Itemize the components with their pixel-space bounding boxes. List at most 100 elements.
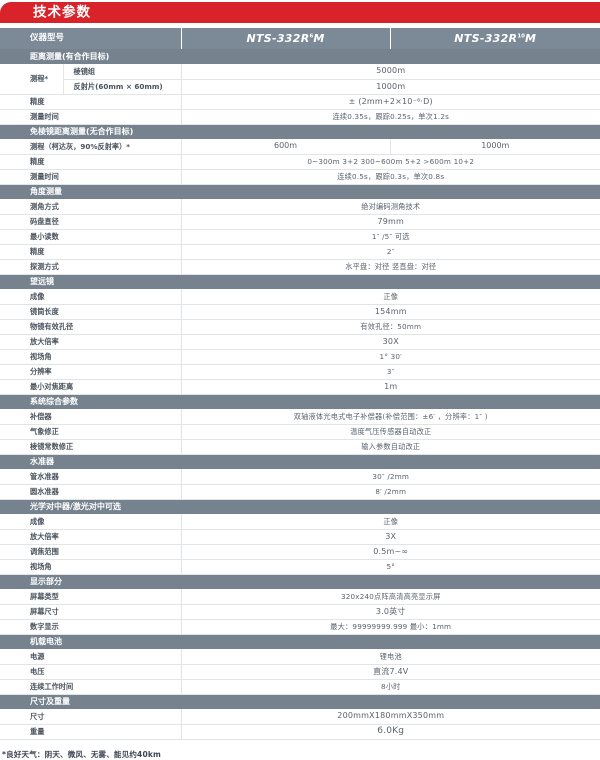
- table-row: 镜筒长度 154mm: [0, 304, 600, 320]
- table-row: 气象修正 温度气压传感器自动改正: [0, 424, 600, 440]
- row-value: ± (2mm+2×10⁻⁶·D): [181, 94, 600, 110]
- section-header-row: 光学对中器/激光对中可选: [0, 499, 600, 514]
- table-row: 精度 2″: [0, 244, 600, 260]
- section-title: 光学对中器/激光对中可选: [0, 499, 600, 514]
- section-header-row: 显示部分: [0, 574, 600, 589]
- table-row: 电源 锂电池: [0, 649, 600, 665]
- row-value: 正像: [181, 289, 600, 305]
- row-value: 1° 30′: [181, 349, 600, 365]
- row-value: 30X: [181, 334, 600, 350]
- table-row: 棱镜常数修正 输入参数自动改正: [0, 439, 600, 455]
- table-row: 精度 0~300m 3+2 300~600m 5+2 >600m 10+2: [0, 154, 600, 170]
- section-header-row: 系统综合参数: [0, 394, 600, 409]
- footnote: *良好天气：阴天、微风、无雾、能见约40km: [2, 749, 162, 759]
- row-label: 码盘直径: [0, 214, 182, 230]
- table-row: 测量时间 连续0.35s，跟踪0.25s，单次1.2s: [0, 109, 600, 125]
- row-label: 探测方式: [0, 259, 182, 275]
- header-model-2-superscript: 10: [517, 32, 525, 39]
- section-header-row: 机载电池: [0, 634, 600, 649]
- row-value: 200mmX180mmX350mm: [181, 709, 600, 725]
- row-value: 绝对编码测角技术: [181, 199, 600, 215]
- row-label: 成像: [0, 514, 182, 530]
- table-row: 码盘直径 79mm: [0, 214, 600, 230]
- header-model-1-superscript: 6: [309, 32, 314, 39]
- table-row: 视场角 5°: [0, 559, 600, 575]
- row-label: 物镜有效孔径: [0, 319, 182, 335]
- row-label: 尺寸: [0, 709, 182, 725]
- table-row: 测角方式 绝对编码测角技术: [0, 199, 600, 215]
- header-label-cell: 仪器型号: [0, 28, 182, 49]
- table-row: 测量时间 连续0.5s，跟踪0.3s，单次0.8s: [0, 169, 600, 185]
- table-header-row: 仪器型号 NTS-332R6M NTS-332R10M: [0, 28, 600, 49]
- row-sublabel: 棱镜组: [63, 64, 182, 80]
- row-value: 1″ /5″ 可选: [181, 229, 600, 245]
- table-row: 视场角 1° 30′: [0, 349, 600, 365]
- row-label: 电压: [0, 664, 182, 680]
- row-sublabel: 反射片(60mm × 60mm): [63, 79, 182, 95]
- row-value: 8小时: [181, 679, 600, 695]
- section-title: 尺寸及重量: [0, 694, 600, 709]
- row-value: 连续0.5s，跟踪0.3s，单次0.8s: [181, 169, 600, 185]
- header-model-1: NTS-332R6M: [181, 28, 391, 49]
- row-label: 测量时间: [0, 169, 182, 185]
- table-row: 调焦范围 0.5m~∞: [0, 544, 600, 560]
- table-row: 探测方式 水平盘：对径 竖直盘：对径: [0, 259, 600, 275]
- row-value: 320x240点阵高清高亮显示屏: [181, 589, 600, 605]
- table-row: 最小读数 1″ /5″ 可选: [0, 229, 600, 245]
- row-label: 成像: [0, 289, 182, 305]
- section-title: 距离测量(有合作目标): [0, 49, 600, 64]
- table-row: 管水准器 30″ /2mm: [0, 469, 600, 485]
- row-label: 镜筒长度: [0, 304, 182, 320]
- row-value-model-2: 1000m: [390, 139, 600, 155]
- table-row: 测程* 棱镜组 5000m: [0, 64, 600, 95]
- row-value: 输入参数自动改正: [181, 439, 600, 455]
- page-title: 技术参数: [33, 3, 91, 20]
- table-row: 尺寸 200mmX180mmX350mm: [0, 709, 600, 725]
- table-row: 反射片(60mm × 60mm) 1000m: [0, 79, 600, 95]
- row-value: 79mm: [181, 214, 600, 230]
- table-row: 补偿器 双轴液体光电式电子补偿器(补偿范围：±6′ ，分辨率：1″ ): [0, 409, 600, 425]
- table-row: 成像 正像: [0, 514, 600, 530]
- row-value: 154mm: [181, 304, 600, 320]
- section-title: 水准器: [0, 454, 600, 469]
- row-label: 测角方式: [0, 199, 182, 215]
- table-row: 电压 直流7.4V: [0, 664, 600, 680]
- row-label: 视场角: [0, 349, 182, 365]
- row-value: 1000m: [181, 79, 600, 95]
- section-title: 显示部分: [0, 574, 600, 589]
- row-value: 温度气压传感器自动改正: [181, 424, 600, 440]
- row-value: 有效孔径：50mm: [181, 319, 600, 335]
- table-row: 分辨率 3″: [0, 364, 600, 380]
- section-title: 系统综合参数: [0, 394, 600, 409]
- row-value: 双轴液体光电式电子补偿器(补偿范围：±6′ ，分辨率：1″ ): [181, 409, 600, 425]
- row-label: 放大倍率: [0, 529, 182, 545]
- row-label: 测程*: [0, 64, 64, 95]
- row-value: 直流7.4V: [181, 664, 600, 680]
- row-value: 3″: [181, 364, 600, 380]
- row-value: 2″: [181, 244, 600, 260]
- row-label: 屏幕类型: [0, 589, 182, 605]
- row-label: 棱镜常数修正: [0, 439, 182, 455]
- row-label: 调焦范围: [0, 544, 182, 560]
- table-row: 圆水准器 8′ /2mm: [0, 484, 600, 500]
- row-value: 连续0.35s，跟踪0.25s，单次1.2s: [181, 109, 600, 125]
- row-label: 分辨率: [0, 364, 182, 380]
- table-row: 精度 ± (2mm+2×10⁻⁶·D): [0, 94, 600, 110]
- row-label: 测量时间: [0, 109, 182, 125]
- row-label: 精度: [0, 154, 182, 170]
- table-row: 连续工作时间 8小时: [0, 679, 600, 695]
- table-row: 屏幕尺寸 3.0英寸: [0, 604, 600, 620]
- page-banner: 技术参数: [0, 2, 600, 23]
- table-row: 物镜有效孔径 有效孔径：50mm: [0, 319, 600, 335]
- row-value: 1m: [181, 379, 600, 395]
- row-value: 5°: [181, 559, 600, 575]
- row-value: 锂电池: [181, 649, 600, 665]
- section-header-row: 尺寸及重量: [0, 694, 600, 709]
- row-label: 重量: [0, 724, 182, 740]
- row-label: 屏幕尺寸: [0, 604, 182, 620]
- section-header-row: 角度测量: [0, 184, 600, 199]
- row-label: 放大倍率: [0, 334, 182, 350]
- row-label: 精度: [0, 244, 182, 260]
- row-value: 正像: [181, 514, 600, 530]
- table-row: 数字显示 最大：99999999.999 最小：1mm: [0, 619, 600, 635]
